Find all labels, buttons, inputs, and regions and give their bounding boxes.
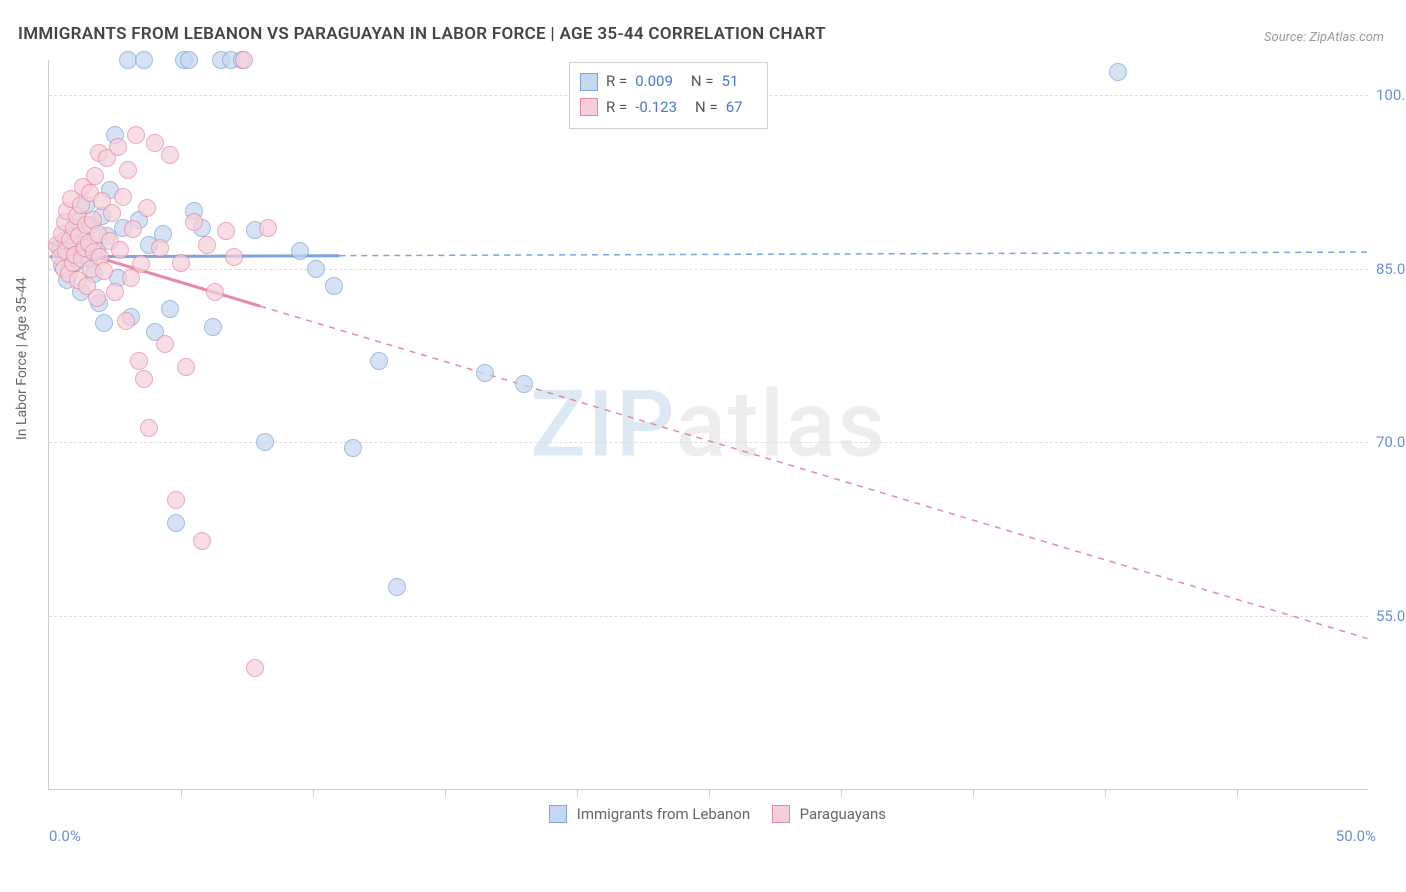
data-point — [193, 532, 211, 550]
data-point — [124, 220, 142, 238]
data-point — [206, 283, 224, 301]
series-swatch-icon — [580, 73, 598, 91]
x-tick — [841, 789, 842, 797]
stats-n-label: N = — [691, 69, 714, 95]
data-point — [325, 277, 343, 295]
x-tick-label-min: 0.0% — [49, 827, 81, 845]
data-point — [259, 219, 277, 237]
data-point — [307, 260, 325, 278]
y-tick-label: 100.0% — [1376, 86, 1406, 104]
legend-swatch-icon — [549, 805, 567, 823]
data-point — [370, 352, 388, 370]
data-point — [291, 242, 309, 260]
watermark-atlas: atlas — [676, 371, 887, 478]
data-point — [95, 314, 113, 332]
data-point — [388, 578, 406, 596]
legend: Immigrants from Lebanon Paraguayans — [49, 805, 1368, 823]
data-point — [119, 161, 137, 179]
data-point — [140, 419, 158, 437]
data-point — [1109, 63, 1127, 81]
data-point — [246, 659, 264, 677]
data-point — [151, 239, 169, 257]
data-point — [111, 241, 129, 259]
data-point — [161, 300, 179, 318]
chart-title: IMMIGRANTS FROM LEBANON VS PARAGUAYAN IN… — [18, 24, 826, 44]
series-swatch-icon — [580, 98, 598, 116]
data-point — [235, 51, 253, 69]
stats-r-value: -0.123 — [635, 95, 677, 121]
data-point — [476, 364, 494, 382]
gridline — [49, 442, 1368, 443]
trend-line-dashed — [339, 252, 1367, 256]
x-tick — [1105, 789, 1106, 797]
data-point — [86, 167, 104, 185]
trend-lines — [49, 60, 1368, 789]
x-tick — [313, 789, 314, 797]
data-point — [130, 352, 148, 370]
stats-r-label: R = — [606, 69, 627, 95]
data-point — [135, 370, 153, 388]
data-point — [132, 255, 150, 273]
data-point — [109, 138, 127, 156]
data-point — [180, 51, 198, 69]
y-tick-label: 70.0% — [1376, 433, 1406, 451]
data-point — [88, 289, 106, 307]
data-point — [146, 134, 164, 152]
data-point — [135, 51, 153, 69]
data-point — [127, 126, 145, 144]
x-tick — [973, 789, 974, 797]
stats-n-label: N = — [695, 95, 718, 121]
data-point — [344, 439, 362, 457]
gridline — [49, 616, 1368, 617]
data-point — [204, 318, 222, 336]
data-point — [225, 248, 243, 266]
stats-row: R = -0.123 N = 67 — [580, 95, 753, 121]
y-axis-label: In Labor Force | Age 35-44 — [14, 277, 30, 440]
stats-box: R = 0.009 N = 51 R = -0.123 N = 67 — [569, 62, 768, 129]
trend-line-dashed — [260, 306, 1367, 638]
stats-r-label: R = — [606, 95, 627, 121]
data-point — [167, 491, 185, 509]
watermark-zip: ZIP — [530, 371, 676, 478]
watermark: ZIPatlas — [530, 371, 886, 478]
data-point — [185, 213, 203, 231]
x-tick — [181, 789, 182, 797]
y-tick-label: 85.0% — [1376, 260, 1406, 278]
data-point — [103, 204, 121, 222]
data-point — [161, 146, 179, 164]
x-tick — [709, 789, 710, 797]
x-tick — [1237, 789, 1238, 797]
data-point — [172, 254, 190, 272]
x-tick — [445, 789, 446, 797]
data-point — [95, 262, 113, 280]
legend-swatch-icon — [772, 805, 790, 823]
data-point — [198, 236, 216, 254]
stats-n-value: 51 — [722, 69, 739, 95]
data-point — [515, 375, 533, 393]
stats-row: R = 0.009 N = 51 — [580, 69, 753, 95]
data-point — [138, 199, 156, 217]
stats-r-value: 0.009 — [635, 69, 673, 95]
x-tick-label-max: 50.0% — [1336, 827, 1376, 845]
data-point — [117, 312, 135, 330]
data-point — [217, 222, 235, 240]
plot-area: ZIPatlas 55.0%70.0%85.0%100.0% 0.0% 50.0… — [48, 60, 1368, 790]
legend-label: Immigrants from Lebanon — [577, 805, 750, 823]
data-point — [106, 283, 124, 301]
stats-n-value: 67 — [726, 95, 743, 121]
data-point — [177, 358, 195, 376]
data-point — [114, 188, 132, 206]
source-attribution: Source: ZipAtlas.com — [1264, 30, 1384, 45]
y-tick-label: 55.0% — [1376, 607, 1406, 625]
data-point — [256, 433, 274, 451]
x-tick — [577, 789, 578, 797]
gridline — [49, 269, 1368, 270]
data-point — [167, 514, 185, 532]
data-point — [156, 335, 174, 353]
legend-label: Paraguayans — [800, 805, 886, 823]
